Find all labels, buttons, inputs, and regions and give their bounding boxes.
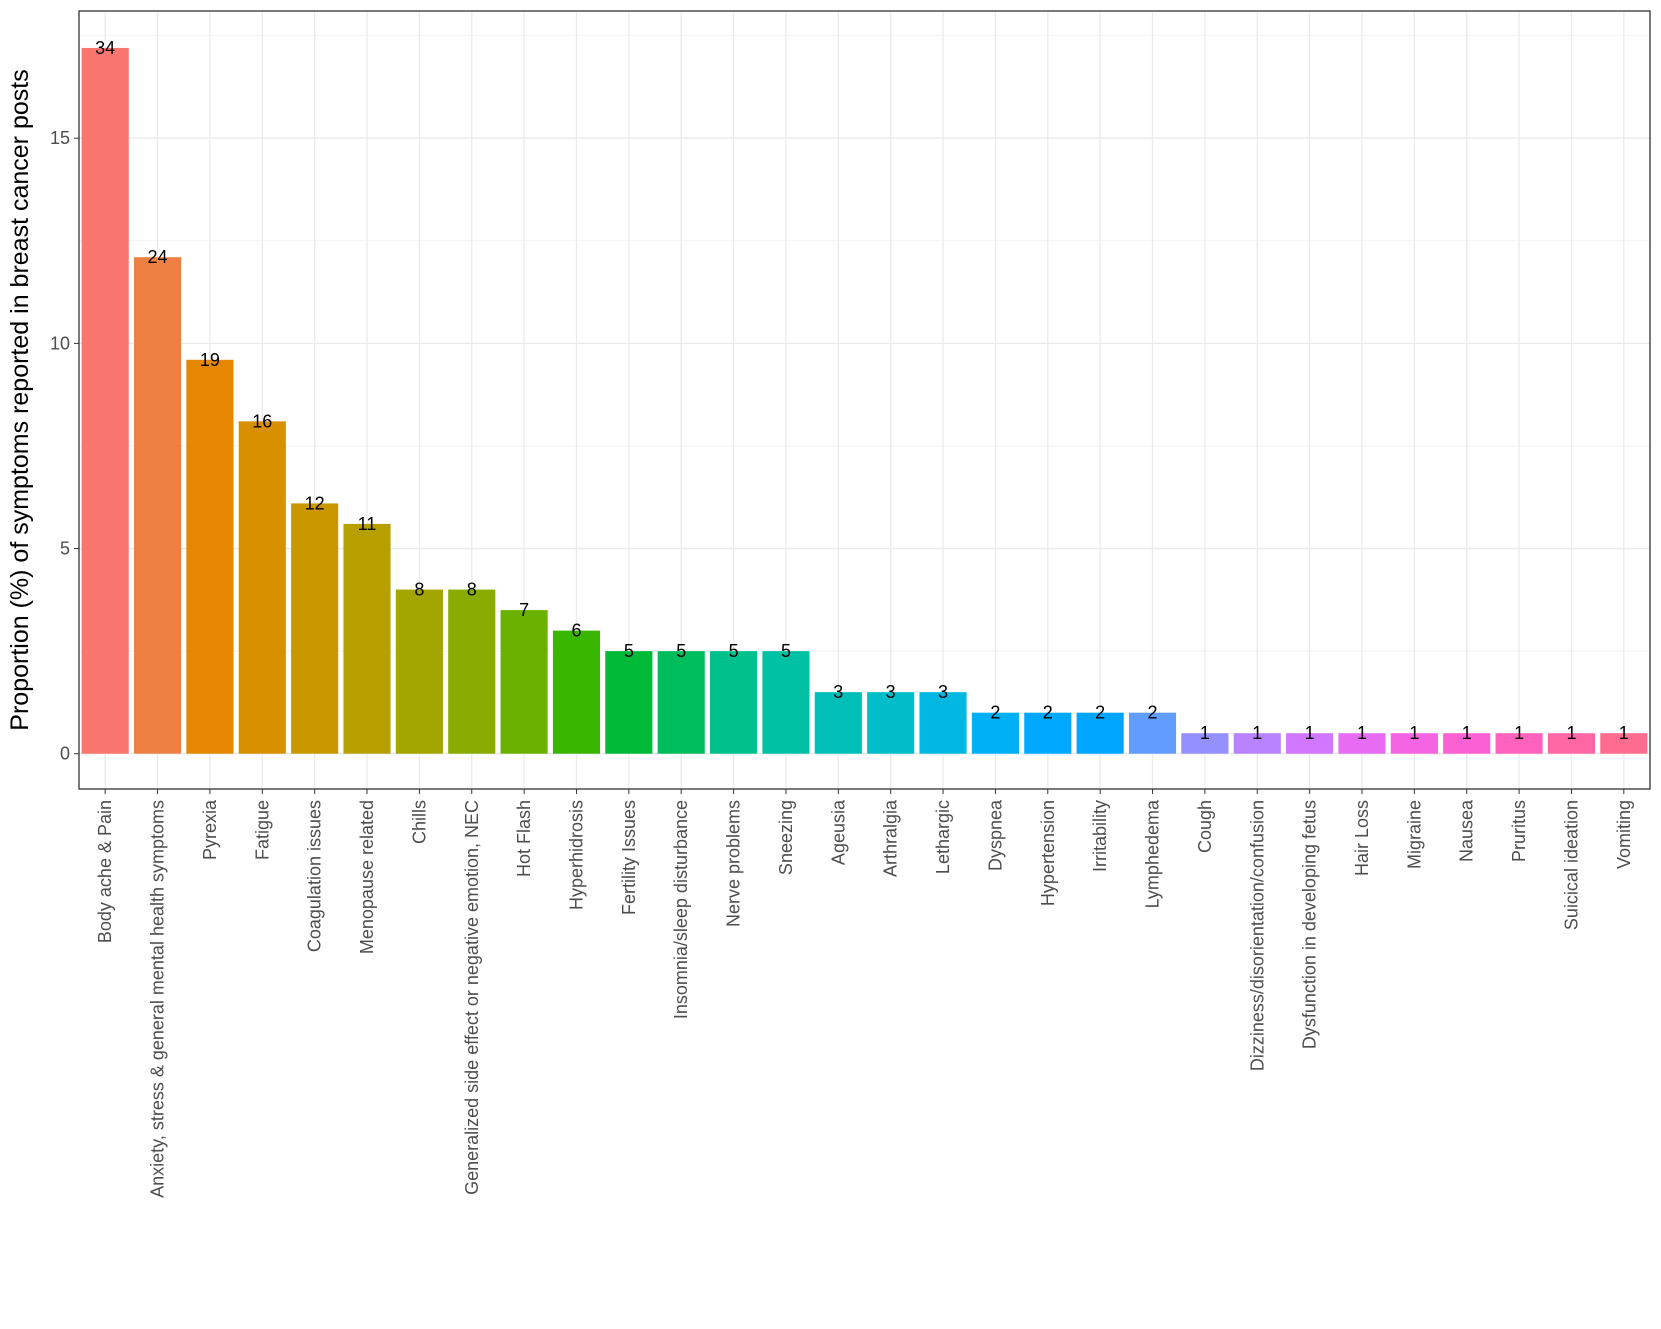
x-tick-label: Generalized side effect or negative emot… <box>462 800 482 1195</box>
bar <box>971 712 1019 754</box>
count-label: 11 <box>358 514 377 534</box>
count-label: 5 <box>729 641 739 661</box>
x-tick-label: Menopause related <box>357 800 377 954</box>
count-label: 34 <box>95 38 115 58</box>
count-label: 1 <box>1619 723 1629 743</box>
count-label: 24 <box>148 247 168 267</box>
x-tick-label: Irritability <box>1090 800 1110 872</box>
count-label: 1 <box>1566 723 1576 743</box>
plot-border <box>78 10 1651 790</box>
count-label: 3 <box>886 682 896 702</box>
count-label: 1 <box>1462 723 1472 743</box>
x-tick-label: Dyspnea <box>985 799 1005 871</box>
count-label: 1 <box>1305 723 1315 743</box>
bar <box>1390 733 1438 754</box>
bar <box>657 651 705 754</box>
bar <box>814 692 862 754</box>
count-label: 3 <box>938 682 948 702</box>
bar <box>1181 733 1229 754</box>
bar <box>867 692 915 754</box>
count-label: 6 <box>571 621 581 641</box>
count-label: 16 <box>252 411 272 431</box>
bar <box>343 523 391 754</box>
bar <box>1286 733 1334 754</box>
x-tick-label: Insomnia/sleep disturbance <box>671 800 691 1019</box>
count-label: 3 <box>833 682 843 702</box>
x-tick-label: Ageusia <box>828 799 848 865</box>
bar <box>1128 712 1177 754</box>
x-tick-label: Suicical ideation <box>1561 800 1581 930</box>
count-label: 2 <box>1095 703 1105 723</box>
count-label: 1 <box>1200 723 1210 743</box>
x-tick-label: Hair Loss <box>1352 800 1372 876</box>
bar <box>1600 733 1648 754</box>
bar <box>710 651 758 754</box>
count-label: 1 <box>1409 723 1419 743</box>
x-tick-label: Pyrexia <box>200 799 220 860</box>
x-tick-label: Coagulation issues <box>305 800 325 952</box>
count-label: 5 <box>781 641 791 661</box>
count-label: 2 <box>1148 703 1158 723</box>
x-tick-label: Body ache & Pain <box>95 800 115 943</box>
bar <box>81 47 129 754</box>
y-tick-label: 0 <box>60 744 70 764</box>
count-label: 7 <box>519 600 529 620</box>
bar <box>1233 733 1281 754</box>
bar <box>1495 733 1543 754</box>
bar <box>762 651 810 754</box>
x-tick-label: Arthralgia <box>881 799 901 877</box>
count-label: 5 <box>676 641 686 661</box>
bar <box>1547 733 1596 754</box>
bar <box>500 610 548 754</box>
bar <box>1338 733 1386 754</box>
y-axis-title: Proportion (%) of symptoms reported in b… <box>6 69 34 730</box>
x-tick-label: Migraine <box>1404 800 1424 869</box>
count-label: 1 <box>1252 723 1262 743</box>
x-tick-label: Hyperhidrosis <box>566 800 586 910</box>
x-tick-label: Nausea <box>1457 799 1477 862</box>
x-tick-label: Hypertension <box>1038 800 1058 906</box>
x-tick-label: Pruritus <box>1509 800 1529 862</box>
count-label: 19 <box>200 350 220 370</box>
bar <box>552 630 601 754</box>
count-label: 8 <box>467 580 477 600</box>
x-tick-label: Hot Flash <box>514 800 534 877</box>
x-tick-label: Fertility Issues <box>619 800 639 915</box>
x-tick-label: Vomiting <box>1614 800 1634 869</box>
bar <box>1443 733 1491 754</box>
bar <box>605 651 653 754</box>
x-tick-label: Anxiety, stress & general mental health … <box>148 800 168 1198</box>
x-tick-label: Chills <box>409 800 429 844</box>
x-tick-label: Sneezing <box>776 800 796 875</box>
bar <box>238 421 286 754</box>
bar <box>395 589 443 754</box>
count-label: 5 <box>624 641 634 661</box>
bar <box>919 692 967 754</box>
y-tick-label: 10 <box>50 333 70 353</box>
x-tick-label: Dizziness/disorientation/confusion <box>1247 800 1267 1071</box>
bar <box>448 589 496 754</box>
count-label: 2 <box>1043 703 1053 723</box>
bar <box>133 257 182 754</box>
count-label: 12 <box>305 493 325 513</box>
count-label: 8 <box>414 580 424 600</box>
bar <box>291 503 339 754</box>
x-tick-label: Dysfunction in developing fetus <box>1300 800 1320 1049</box>
x-tick-label: Lymphedema <box>1143 799 1163 908</box>
count-label: 1 <box>1514 723 1524 743</box>
count-label: 1 <box>1357 723 1367 743</box>
x-tick-label: Lethargic <box>933 800 953 874</box>
x-tick-label: Cough <box>1195 800 1215 853</box>
y-tick-label: 15 <box>50 128 70 148</box>
count-label: 2 <box>990 703 1000 723</box>
x-tick-label: Nerve problems <box>724 800 744 927</box>
bar <box>1076 712 1124 754</box>
bar <box>1024 712 1072 754</box>
bar <box>186 359 234 754</box>
y-tick-label: 5 <box>60 539 70 559</box>
x-tick-label: Fatigue <box>252 800 272 860</box>
